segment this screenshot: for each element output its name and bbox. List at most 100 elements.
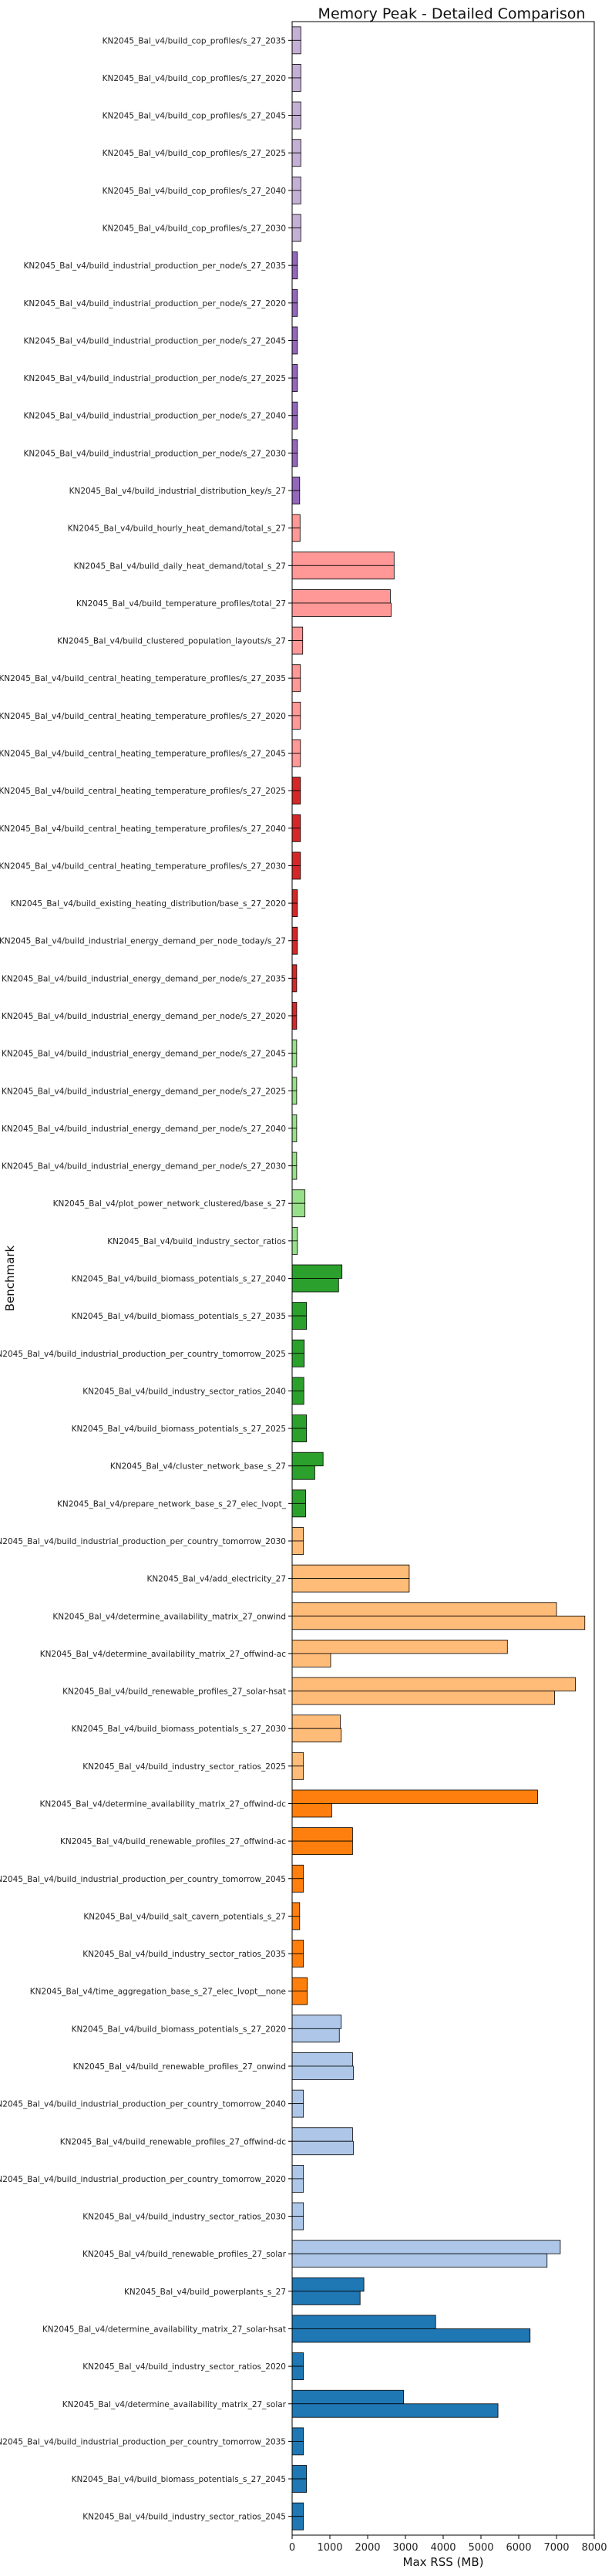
y-tick-label-49: KN2045_Bal_v4/build_industrial_productio… xyxy=(0,1875,286,1884)
bar-33-0 xyxy=(291,1264,343,1279)
y-tick-label-18: KN2045_Bal_v4/build_central_heating_temp… xyxy=(0,712,286,721)
bar-48-1 xyxy=(291,1840,353,1856)
bar-59-0 xyxy=(291,2240,561,2254)
y-tick-label-10: KN2045_Bal_v4/build_industrial_productio… xyxy=(24,412,286,421)
bar-38-0 xyxy=(291,1452,324,1467)
bar-15-1 xyxy=(291,602,392,617)
y-tick-label-47: KN2045_Bal_v4/determine_availability_mat… xyxy=(40,1799,287,1809)
y-tick-labels: KN2045_Bal_v4/build_cop_profiles/s_27_20… xyxy=(0,36,292,2522)
y-tick-label-33: KN2045_Bal_v4/build_biomass_potentials_s… xyxy=(72,1275,286,1284)
bar-14-0 xyxy=(291,551,395,566)
y-tick-label-58: KN2045_Bal_v4/build_industry_sector_rati… xyxy=(82,2213,286,2222)
y-tick-label-35: KN2045_Bal_v4/build_industrial_productio… xyxy=(0,1350,286,1359)
bars-group xyxy=(291,26,586,2530)
bar-26-0 xyxy=(291,1002,298,1017)
y-tick-label-37: KN2045_Bal_v4/build_biomass_potentials_s… xyxy=(72,1425,286,1434)
y-tick-label-32: KN2045_Bal_v4/build_industry_sector_rati… xyxy=(107,1237,286,1246)
y-tick-label-65: KN2045_Bal_v4/build_biomass_potentials_s… xyxy=(72,2475,286,2484)
y-tick-label-52: KN2045_Bal_v4/time_aggregation_base_s_27… xyxy=(30,1988,286,1997)
y-tick-label-42: KN2045_Bal_v4/determine_availability_mat… xyxy=(52,1612,286,1621)
y-tick-label-48: KN2045_Bal_v4/build_renewable_profiles_2… xyxy=(60,1837,286,1846)
bar-6-0 xyxy=(291,251,298,266)
y-tick-label-55: KN2045_Bal_v4/build_industrial_productio… xyxy=(0,2100,286,2109)
x-axis: 0 1000 2000 3000 4000 5000 6000 7000 8000 xyxy=(289,2535,607,2554)
bar-40-0 xyxy=(291,1527,304,1542)
bar-48-0 xyxy=(291,1827,353,1842)
bar-23-0 xyxy=(291,889,298,904)
bar-15-0 xyxy=(291,589,391,604)
x-tick-label-1: 1000 xyxy=(317,2542,342,2554)
x-tick-label-8: 8000 xyxy=(581,2542,607,2554)
y-tick-label-44: KN2045_Bal_v4/build_renewable_profiles_2… xyxy=(62,1688,286,1697)
y-tick-label-5: KN2045_Bal_v4/build_cop_profiles/s_27_20… xyxy=(103,224,286,234)
bar-24-1 xyxy=(291,940,298,955)
y-tick-label-53: KN2045_Bal_v4/build_biomass_potentials_s… xyxy=(72,2025,286,2034)
bar-1-1 xyxy=(291,77,301,92)
bar-17-1 xyxy=(291,677,301,693)
bar-11-1 xyxy=(291,452,298,467)
bar-17-0 xyxy=(291,664,301,679)
bar-47-1 xyxy=(291,1803,332,1818)
bar-8-1 xyxy=(291,340,298,355)
bar-16-0 xyxy=(291,626,304,641)
y-tick-label-54: KN2045_Bal_v4/build_renewable_profiles_2… xyxy=(73,2062,286,2072)
bar-64-1 xyxy=(291,2440,304,2456)
bar-8-0 xyxy=(291,326,298,341)
chart-title: Memory Peak - Detailed Comparison xyxy=(318,5,586,22)
bar-66-1 xyxy=(291,2516,304,2530)
bar-30-0 xyxy=(291,1151,298,1166)
y-tick-label-30: KN2045_Bal_v4/build_industrial_energy_de… xyxy=(2,1162,286,1172)
y-tick-label-0: KN2045_Bal_v4/build_cop_profiles/s_27_20… xyxy=(103,36,286,46)
bar-6-1 xyxy=(291,265,298,280)
bar-5-1 xyxy=(291,228,301,242)
bar-52-0 xyxy=(291,1977,308,1992)
y-tick-label-27: KN2045_Bal_v4/build_industrial_energy_de… xyxy=(2,1050,286,1059)
bar-30-1 xyxy=(291,1165,298,1180)
x-tick-label-4: 4000 xyxy=(430,2542,456,2554)
bar-45-1 xyxy=(291,1728,342,1743)
y-tick-label-63: KN2045_Bal_v4/determine_availability_mat… xyxy=(62,2400,287,2409)
bar-60-0 xyxy=(291,2277,365,2292)
y-tick-label-62: KN2045_Bal_v4/build_industry_sector_rati… xyxy=(82,2362,286,2372)
bar-29-1 xyxy=(291,1128,298,1142)
bar-18-0 xyxy=(291,701,301,716)
bar-62-1 xyxy=(291,2365,304,2381)
bar-28-1 xyxy=(291,1090,298,1105)
bar-33-1 xyxy=(291,1278,339,1293)
y-tick-label-46: KN2045_Bal_v4/build_industry_sector_rati… xyxy=(82,1762,286,1772)
y-tick-label-59: KN2045_Bal_v4/build_renewable_profiles_2… xyxy=(82,2250,287,2259)
bar-2-0 xyxy=(291,101,301,116)
bar-4-0 xyxy=(291,176,301,191)
y-tick-label-61: KN2045_Bal_v4/determine_availability_mat… xyxy=(42,2325,286,2334)
bar-9-1 xyxy=(291,377,298,393)
y-tick-label-50: KN2045_Bal_v4/build_salt_cavern_potentia… xyxy=(83,1912,286,1921)
bar-43-1 xyxy=(291,1653,331,1667)
bar-44-1 xyxy=(291,1691,555,1705)
y-tick-label-22: KN2045_Bal_v4/build_central_heating_temp… xyxy=(0,861,286,871)
bar-19-1 xyxy=(291,753,301,767)
y-tick-label-66: KN2045_Bal_v4/build_industry_sector_rati… xyxy=(82,2513,286,2522)
x-axis-label: Max RSS (MB) xyxy=(403,2555,484,2569)
bar-32-1 xyxy=(291,1240,298,1255)
bar-34-1 xyxy=(291,1315,308,1330)
bar-61-0 xyxy=(291,2315,436,2329)
bar-41-0 xyxy=(291,1564,410,1580)
bar-10-1 xyxy=(291,415,298,430)
y-tick-label-29: KN2045_Bal_v4/build_industrial_energy_de… xyxy=(2,1124,286,1134)
bar-66-0 xyxy=(291,2502,304,2517)
bar-42-1 xyxy=(291,1615,586,1630)
bar-55-0 xyxy=(291,2089,304,2105)
bar-63-1 xyxy=(291,2403,499,2418)
y-tick-label-28: KN2045_Bal_v4/build_industrial_energy_de… xyxy=(2,1087,286,1096)
bar-27-0 xyxy=(291,1039,298,1054)
bar-26-1 xyxy=(291,1015,298,1030)
y-tick-label-3: KN2045_Bal_v4/build_cop_profiles/s_27_20… xyxy=(103,149,286,158)
bar-9-0 xyxy=(291,364,298,379)
y-tick-label-13: KN2045_Bal_v4/build_hourly_heat_demand/t… xyxy=(68,524,286,534)
bar-25-1 xyxy=(291,977,298,993)
bar-63-0 xyxy=(291,2389,404,2405)
bar-3-1 xyxy=(291,152,301,167)
bar-64-0 xyxy=(291,2427,304,2442)
bar-12-1 xyxy=(291,490,301,504)
